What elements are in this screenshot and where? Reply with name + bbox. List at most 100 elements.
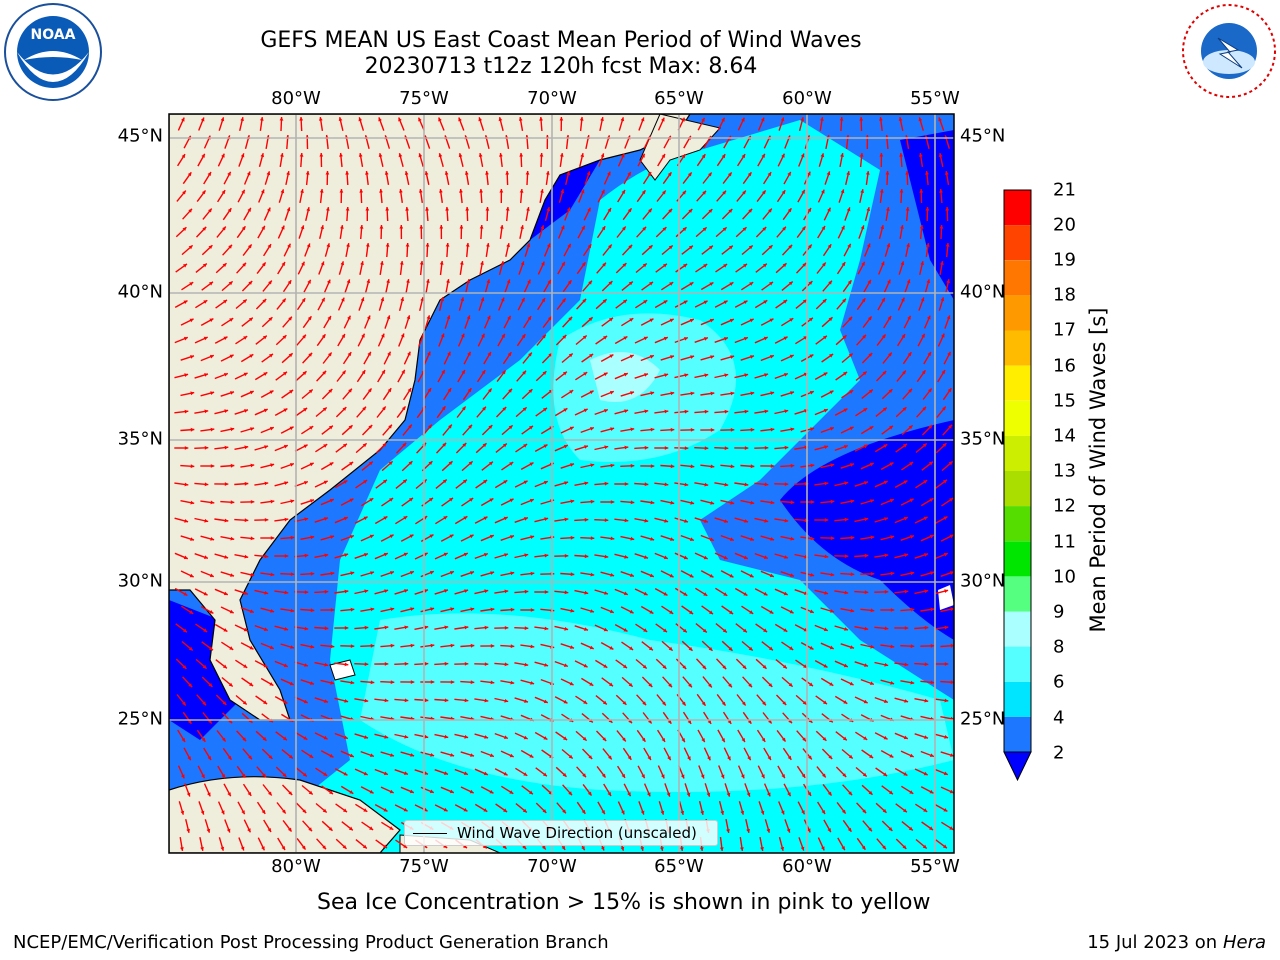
wind-arrow-head [307,279,311,284]
wind-arrow-head [801,189,805,194]
wind-arrow-head [286,171,290,175]
wind-arrow-head [790,427,795,432]
wind-arrow-head [470,607,475,612]
wind-arrow-head [688,245,693,250]
wind-arrow-head [823,372,828,376]
chart-title: GEFS MEAN US East Coast Mean Period of W… [260,28,862,53]
wind-arrow-head [378,153,383,157]
wind-arrow-head [503,516,508,521]
wind-arrow-head [444,771,448,775]
wind-arrow-head [448,424,452,429]
wind-arrow-head [746,792,751,797]
wind-arrow-head [730,355,735,359]
colorbar-segment-12-13 [1004,471,1031,507]
lon-label-top-55w: 55°W [910,88,960,109]
wind-arrow-head [304,517,309,522]
wind-arrow-head [700,774,705,779]
wind-arrow-head [203,628,208,632]
wind-arrow-head [839,117,844,121]
wind-arrow-head [479,225,484,229]
wind-arrow-head [190,500,195,505]
wind-arrow-head [483,553,488,557]
wind-arrow-head [690,428,695,432]
wind-arrow-head [350,571,355,576]
wind-arrow-head [750,464,755,469]
wind-arrow-head [866,207,871,212]
wind-arrow-head [321,334,326,339]
wind-arrow-head [706,792,711,797]
wind-arrow-head [186,792,191,797]
wind-arrow-head [830,536,835,540]
wind-arrow-head [810,500,815,504]
wind-arrow-head [526,243,531,248]
wind-arrow-head [584,554,589,559]
wind-arrow-head [864,517,869,522]
wind-arrow-head [470,680,475,685]
wind-arrow-head [581,809,586,814]
lat-label-left-30n: 30°N [117,570,163,592]
wind-arrow-head [566,171,570,176]
wind-arrow-head [242,700,247,705]
wind-arrow-head [883,480,888,485]
wind-arrow-head [710,428,715,432]
wind-arrow-head [481,333,485,338]
wind-arrow-head [304,481,308,485]
wind-arrow-head [808,281,813,285]
wind-arrow-head [944,171,949,175]
wind-arrow-head [879,189,884,193]
wind-arrow-head [241,810,245,815]
wind-arrow-head [399,261,404,265]
wind-arrow-head [823,700,827,705]
wind-arrow-head [259,117,264,121]
wind-arrow-head [342,370,346,375]
wind-arrow-head [264,481,269,486]
wind-arrow-head [827,791,832,796]
wind-arrow-head [264,445,269,449]
wind-arrow-head [699,847,704,851]
wind-arrow-head [747,172,752,177]
wind-arrow-head [209,281,213,286]
wind-arrow-head [741,117,745,122]
wind-arrow-head [398,117,402,122]
wind-arrow-head [609,317,613,322]
wind-arrow-head [600,153,605,158]
wind-arrow-head [708,209,713,213]
wind-arrow-head [668,208,673,213]
wind-arrow-head [860,189,864,193]
wind-arrow-head [689,610,694,614]
wind-arrow-head [364,698,369,703]
wind-arrow-head [862,772,867,777]
wind-arrow-head [181,774,185,779]
wind-arrow-head [539,153,544,157]
wind-arrow-head [369,826,374,830]
wind-arrow-head [243,336,248,340]
wind-arrow-head [827,244,832,249]
wind-arrow-head [610,573,615,577]
wind-arrow-head [661,154,665,158]
wind-arrow-head [204,373,208,377]
wind-arrow-head [903,808,907,813]
wind-arrow-head [484,735,489,739]
wind-arrow-head [223,628,228,632]
wind-arrow-head [483,516,488,521]
colorbar-tick-15: 15 [1053,390,1076,412]
wind-arrow-head [604,445,609,450]
wind-arrow-head [624,482,629,486]
wind-arrow-head [767,756,771,760]
wind-arrow-head [863,444,868,449]
wind-arrow-head [590,536,595,540]
wind-arrow-head [226,828,231,833]
wind-arrow-head [390,607,395,612]
wind-arrow-head [544,626,549,631]
wind-arrow-head [323,772,328,776]
colorbar-tick-18: 18 [1053,284,1076,306]
wind-arrow-head [224,445,229,450]
wind-arrow-head [502,407,507,411]
wind-arrow-head [580,153,584,158]
wind-arrow-head [230,500,235,505]
wind-arrow-head [384,171,389,175]
wind-arrow-head [788,682,793,687]
wind-arrow-head [730,391,735,396]
wind-arrow-head [504,589,509,594]
wind-arrow-head [869,462,874,467]
